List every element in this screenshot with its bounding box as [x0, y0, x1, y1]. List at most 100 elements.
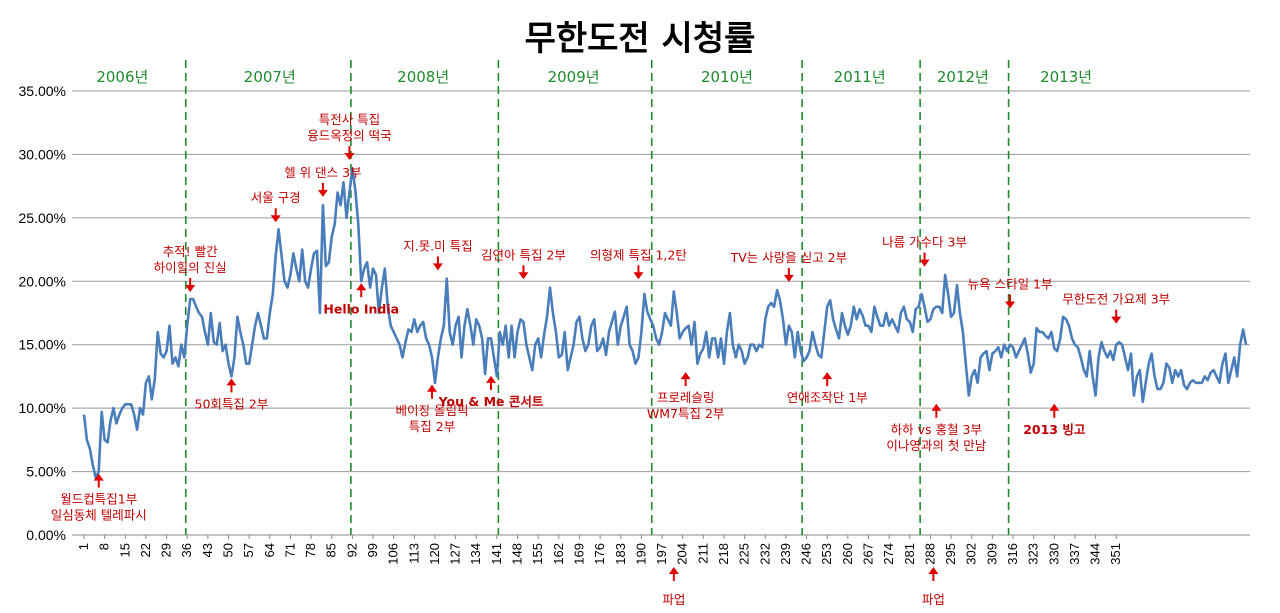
x-tick-label: 15 [117, 543, 132, 557]
year-label: 2012년 [937, 68, 989, 86]
annotation-arrow [270, 208, 281, 223]
year-label: 2013년 [1040, 68, 1092, 86]
y-tick-label: 10.00% [19, 400, 66, 416]
annotation-arrow [783, 267, 794, 282]
annotation-label: 하하 vs 홍철 3부 [891, 422, 982, 437]
annotation-label: 이나영과의 첫 만남 [886, 438, 986, 453]
annotation-label: 뉴욕 스타일 1부 [968, 276, 1053, 291]
year-label: 2006년 [96, 68, 148, 86]
chart-title: 무한도전 시청률 [525, 19, 756, 59]
x-tick-label: 113 [406, 543, 421, 564]
x-tick-label: 22 [138, 543, 153, 557]
annotation-label: 50회특집 2부 [195, 396, 269, 411]
annotation-arrow [822, 372, 833, 387]
x-tick-label: 148 [510, 543, 525, 565]
annotation-arrow [485, 375, 496, 390]
annotation-arrow [919, 252, 930, 267]
x-tick-label: 246 [799, 543, 814, 565]
annotation-label: You & Me 콘서트 [438, 394, 544, 409]
x-tick-label: 141 [489, 543, 504, 565]
x-tick-label: 169 [571, 543, 586, 565]
annotation-label: 특전사 특집 [319, 112, 380, 127]
annotation-label: 하이힐의 진실 [154, 260, 227, 275]
annotation-label: WM7특집 2부 [647, 406, 725, 421]
annotation-label: 연애조작단 1부 [787, 390, 868, 405]
annotation-arrow [344, 146, 355, 161]
x-tick-label: 267 [860, 543, 875, 565]
x-tick-label: 120 [427, 543, 442, 565]
x-tick-label: 78 [303, 543, 318, 557]
annotation-arrow [668, 567, 679, 581]
x-tick-label: 316 [1005, 543, 1020, 565]
x-tick-label: 323 [1026, 543, 1041, 565]
x-tick-label: 64 [262, 543, 277, 557]
annotation-arrow [633, 265, 644, 280]
x-tick-label: 260 [840, 543, 855, 565]
annotation-label: 융드옥정의 떡국 [307, 128, 391, 143]
x-tick-label: 211 [695, 543, 710, 564]
annotation-arrow [928, 567, 939, 581]
annotation-label: 월드컵특집1부 [60, 492, 137, 507]
x-tick-label: 225 [737, 543, 752, 565]
x-tick-label: 351 [1108, 543, 1123, 565]
x-tick-label: 57 [241, 543, 256, 557]
x-tick-label: 190 [633, 543, 648, 565]
x-tick-label: 302 [964, 543, 979, 565]
year-label: 2007년 [244, 68, 296, 86]
x-tick-label: 274 [881, 543, 896, 565]
annotation-arrow [356, 283, 367, 298]
x-tick-label: 218 [716, 543, 731, 565]
y-tick-label: 25.00% [19, 210, 66, 226]
y-tick-label: 15.00% [19, 337, 66, 353]
x-tick-label: 288 [922, 543, 937, 565]
year-label: 2011년 [834, 68, 886, 86]
annotation-arrow [518, 265, 529, 280]
y-axis-ticks: 0.00% 5.00% 10.00% 15.00% 20.00% 25.00% 30.00%… [19, 83, 66, 543]
annotation-arrow [1049, 403, 1060, 418]
x-tick-label: 29 [159, 543, 174, 557]
annotation-arrow [931, 403, 942, 418]
annotation-label: 파업 [662, 592, 685, 607]
x-tick-label: 344 [1088, 543, 1103, 565]
annotation-label: 2013 빙고 [1023, 422, 1086, 437]
x-tick-label: 183 [613, 543, 628, 565]
annotation-arrow [680, 372, 691, 387]
x-tick-label: 239 [778, 543, 793, 565]
x-tick-label: 176 [592, 543, 607, 565]
annotation-label: 베이징 올림픽 [396, 403, 469, 418]
x-tick-label: 232 [757, 543, 772, 565]
x-tick-label: 337 [1067, 543, 1082, 565]
annotation-label: 일심동체 텔레파시 [51, 508, 147, 523]
year-label: 2008년 [397, 68, 449, 86]
year-label: 2009년 [548, 68, 600, 86]
x-tick-label: 134 [468, 543, 483, 565]
series-line-group [82, 167, 1248, 480]
y-tick-label: 30.00% [19, 146, 66, 162]
ratings-line [82, 167, 1248, 480]
x-tick-label: 309 [984, 543, 999, 565]
x-tick-label: 330 [1046, 543, 1061, 565]
x-axis-ticks: 1 8 15 22 29 36 43 50 57 64 71 78 85 92 99 106 113 120 127… [76, 535, 1123, 565]
annotation-arrow [226, 378, 237, 393]
annotation-label: 나름 가수다 3부 [882, 235, 967, 250]
annotation-label: TV는 사랑을 싣고 2부 [730, 250, 848, 265]
year-labels: 2006년 2007년 2008년 2009년 2010년 2011년 2012년 2013년 [96, 68, 1092, 86]
annotation-label: Hello India [323, 301, 399, 316]
y-tick-label: 35.00% [19, 83, 66, 99]
x-tick-label: 71 [282, 543, 297, 557]
annotation-label: 프로레슬링 [657, 390, 715, 405]
year-label: 2010년 [701, 68, 753, 86]
annotation-label: 특집 2부 [409, 419, 455, 434]
x-tick-label: 281 [902, 543, 917, 565]
x-tick-label: 155 [530, 543, 545, 565]
y-tick-label: 20.00% [19, 273, 66, 289]
annotation-label: 무한도전 가요제 3부 [1062, 292, 1170, 307]
gridlines [72, 90, 1250, 536]
annotation-label: 헬 위 댄스 3부 [284, 165, 361, 180]
annotation-arrow [1111, 309, 1122, 324]
annotation-arrow [93, 473, 104, 488]
annotation-label: 추적! 빨간 [163, 244, 218, 259]
x-tick-label: 295 [943, 543, 958, 565]
y-tick-label: 5.00% [26, 464, 66, 480]
